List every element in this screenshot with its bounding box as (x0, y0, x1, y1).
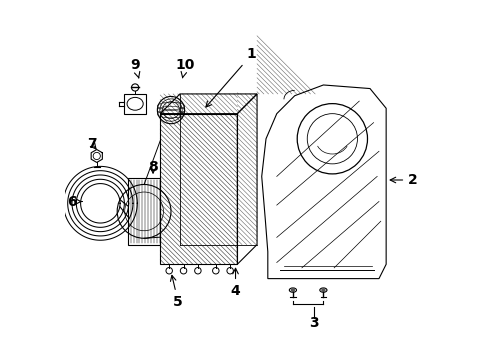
Text: 7: 7 (87, 137, 97, 151)
Circle shape (321, 288, 325, 292)
Text: 4: 4 (230, 268, 240, 298)
Text: 1: 1 (205, 48, 256, 107)
Text: 5: 5 (170, 275, 183, 309)
Text: 10: 10 (175, 58, 195, 78)
Text: 3: 3 (309, 316, 319, 330)
Text: 9: 9 (130, 58, 140, 78)
Circle shape (290, 288, 294, 292)
Text: 6: 6 (67, 194, 82, 208)
Text: 8: 8 (148, 161, 158, 175)
Text: 2: 2 (389, 173, 417, 187)
